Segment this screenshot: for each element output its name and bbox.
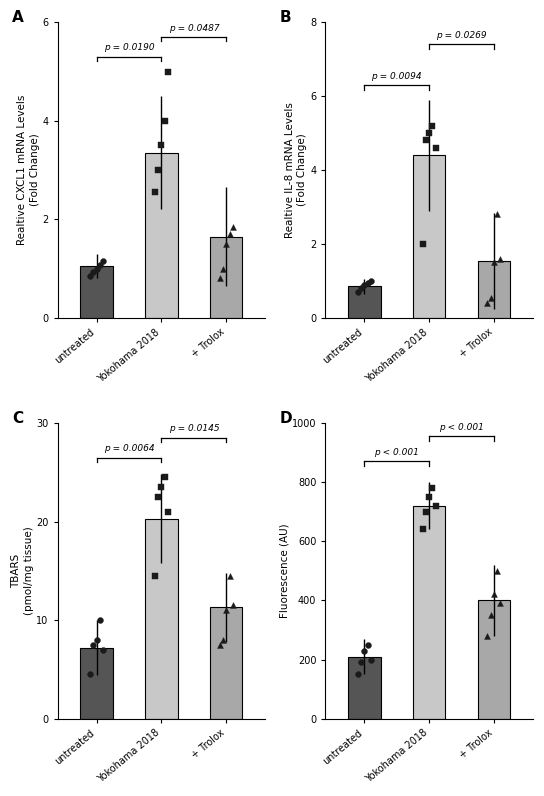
Point [92,634,101,646]
Point [354,286,362,298]
Point [154,164,163,177]
Point [219,634,227,646]
Text: p = 0.0064: p = 0.0064 [104,444,154,453]
Point [418,237,427,250]
Bar [210,607,243,719]
Y-axis label: Realtive CXCL1 mRNA Levels
(Fold Change): Realtive CXCL1 mRNA Levels (Fold Change) [17,95,40,245]
Point [367,654,375,666]
Text: p < 0.001: p < 0.001 [439,423,484,432]
Text: A: A [12,10,24,25]
Point [160,471,169,484]
Bar [478,600,510,719]
Bar [145,519,178,719]
Point [422,505,430,518]
Point [160,115,169,127]
Point [151,569,159,582]
Y-axis label: TBARS
(pmol/mg tissue): TBARS (pmol/mg tissue) [11,526,34,615]
Point [486,291,495,304]
Point [92,262,101,275]
Point [164,65,172,78]
Point [363,638,372,651]
Point [96,614,104,626]
Text: p = 0.0145: p = 0.0145 [169,424,219,433]
Point [493,208,502,220]
Bar [145,153,178,318]
Point [428,482,437,494]
Point [228,599,237,611]
Text: p = 0.0269: p = 0.0269 [436,31,487,40]
Point [496,252,505,265]
Point [357,282,366,295]
Y-axis label: Fluorescence (AU): Fluorescence (AU) [279,524,289,618]
Point [367,275,375,287]
Point [425,490,434,503]
Point [357,656,366,669]
Point [151,185,159,198]
Bar [210,236,243,318]
Point [219,262,227,275]
Text: p = 0.0487: p = 0.0487 [169,24,219,33]
Point [360,644,369,657]
Text: C: C [12,412,23,426]
Point [483,630,492,642]
Point [89,638,98,651]
Point [98,643,107,656]
Text: p = 0.0190: p = 0.0190 [104,43,154,53]
Point [215,272,224,285]
Bar [348,657,380,719]
Text: B: B [280,10,292,25]
Point [225,569,234,582]
Text: D: D [280,412,292,426]
Point [483,297,492,310]
Point [222,604,231,617]
Text: p = 0.0094: p = 0.0094 [372,72,422,80]
Point [164,505,172,518]
Point [418,523,427,536]
Bar [348,287,380,318]
Point [431,499,440,512]
Text: p < 0.001: p < 0.001 [374,448,419,457]
Point [493,564,502,577]
Point [490,256,498,269]
Point [157,139,166,152]
Point [228,220,237,233]
Point [86,668,95,681]
Point [363,276,372,289]
Point [225,228,234,240]
Point [428,119,437,132]
Point [98,255,107,267]
Point [425,127,434,139]
Point [154,490,163,503]
Point [490,588,498,601]
Point [354,668,362,681]
Bar [413,155,446,318]
Bar [81,266,113,318]
Bar [478,260,510,318]
Bar [81,648,113,719]
Y-axis label: Realtive IL-8 mRNA Levels
(Fold Change): Realtive IL-8 mRNA Levels (Fold Change) [285,102,307,238]
Point [86,270,95,283]
Point [496,597,505,610]
Point [222,237,231,250]
Point [96,258,104,271]
Point [89,266,98,279]
Point [215,638,224,651]
Bar [413,505,446,719]
Point [157,481,166,494]
Point [431,142,440,154]
Point [360,279,369,291]
Point [486,609,495,622]
Point [422,134,430,146]
